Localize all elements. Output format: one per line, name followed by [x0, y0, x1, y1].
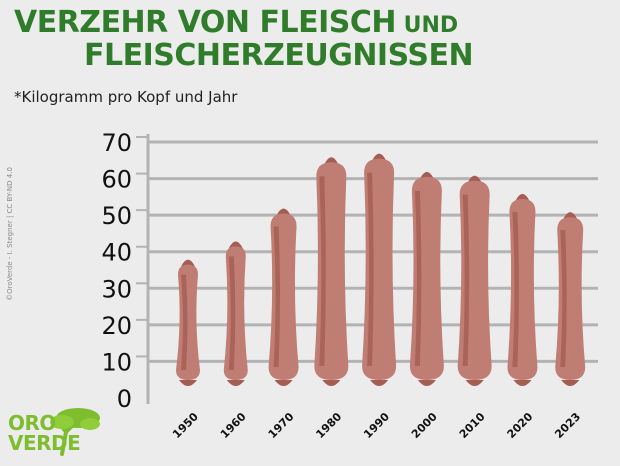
title-part-4: FLEISCHERZEUGNISSEN	[84, 38, 474, 73]
x-tick-label: 1980	[313, 410, 344, 441]
logo-line-2: VERDE	[8, 431, 81, 455]
sausage-bar	[223, 241, 248, 386]
sausage-body	[268, 213, 299, 380]
sausage-bottom-end	[179, 380, 197, 386]
sausage-bar	[555, 212, 586, 386]
sausage-bottom-end	[274, 380, 293, 386]
x-tick-label: 1950	[170, 410, 201, 441]
y-tick-label: 10	[101, 348, 132, 376]
sausage-bar	[409, 171, 444, 386]
sausage-top-end	[276, 208, 291, 216]
sausage-bottom-end	[513, 380, 532, 386]
sausage-shade	[319, 176, 326, 366]
x-tick-label: 1990	[361, 410, 392, 441]
sausage-bottom-end	[322, 380, 341, 386]
tree-logo-icon	[50, 408, 100, 456]
sausage-bar	[507, 193, 538, 386]
chart-subtitle: *Kilogramm pro Kopf und Jahr	[14, 88, 238, 106]
x-tick-label: 2020	[505, 410, 536, 441]
y-tick-label: 20	[101, 312, 132, 340]
y-tick-label: 60	[101, 166, 132, 194]
sausage-bottom-end	[370, 380, 389, 386]
sausage-top-end	[515, 193, 530, 201]
x-tick-label: 1970	[266, 410, 297, 441]
sausage-shade	[462, 194, 470, 366]
y-tick-label: 30	[101, 275, 132, 303]
sausage-body	[457, 180, 492, 380]
sausage-bar	[314, 157, 349, 386]
sausage-bar	[268, 208, 299, 386]
sausage-top-end	[563, 212, 578, 220]
y-tick-label: 40	[101, 239, 132, 267]
x-tick-label: 2010	[457, 410, 488, 441]
oroverde-logo: ORO VERDE	[4, 404, 114, 460]
sausage-bottom-end	[417, 380, 436, 386]
y-tick-label: 50	[101, 202, 132, 230]
logo-line-1: ORO	[8, 411, 56, 435]
sausage-bottom-end	[465, 380, 484, 386]
sausage-top-end	[228, 241, 243, 249]
sausage-body	[362, 158, 397, 380]
sausage-top-end	[181, 259, 195, 267]
sausage-body	[409, 176, 444, 380]
sausage-body	[223, 246, 248, 380]
sausage-shade	[414, 190, 422, 366]
chart-title: VERZEHR VON FLEISCH UND FLEISCHERZEUGNIS…	[14, 5, 474, 73]
y-tick-label: 70	[101, 129, 132, 157]
sausage-bottom-end	[561, 380, 580, 386]
sausage-shade	[228, 256, 236, 370]
sausage-bottom-end	[226, 380, 245, 386]
sausage-shade	[273, 226, 281, 367]
sausage-shade	[560, 230, 567, 367]
sausage-bar	[176, 259, 200, 386]
sausage-bar	[457, 175, 492, 386]
x-tick-label: 1960	[218, 410, 249, 441]
sausage-body	[176, 264, 200, 380]
sausage-shade	[181, 274, 188, 370]
sausage-bar	[362, 153, 397, 386]
x-tick-label: 2000	[409, 410, 440, 441]
x-tick-label: 2023	[552, 410, 583, 441]
title-part-2: FLEISCH	[259, 5, 396, 40]
sausage-body	[507, 198, 538, 380]
sausage-body	[555, 217, 586, 380]
sausage-shade	[367, 172, 374, 366]
title-part-1: VERZEHR VON	[14, 5, 260, 40]
sausage-body	[314, 162, 349, 380]
sausage-shade	[512, 211, 519, 367]
y-tick-label: 0	[117, 385, 132, 413]
title-part-3: UND	[395, 13, 459, 38]
